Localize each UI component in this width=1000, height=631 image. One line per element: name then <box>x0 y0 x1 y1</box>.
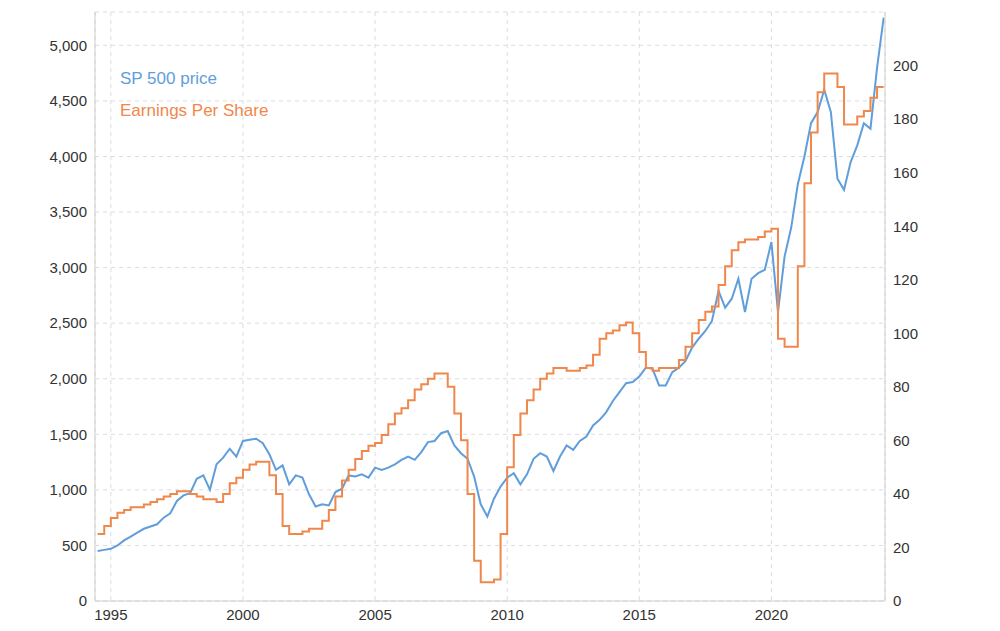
svg-text:2015: 2015 <box>623 606 656 623</box>
svg-text:40: 40 <box>893 485 910 502</box>
svg-text:3,500: 3,500 <box>49 203 87 220</box>
svg-text:3,000: 3,000 <box>49 259 87 276</box>
svg-text:80: 80 <box>893 378 910 395</box>
svg-text:60: 60 <box>893 432 910 449</box>
svg-text:2000: 2000 <box>226 606 259 623</box>
svg-text:180: 180 <box>893 110 918 127</box>
svg-text:1,000: 1,000 <box>49 481 87 498</box>
svg-text:4,500: 4,500 <box>49 92 87 109</box>
html-text:Earnings Per Share: Earnings Per Share <box>120 101 269 120</box>
svg-text:200: 200 <box>893 57 918 74</box>
svg-text:0: 0 <box>79 592 87 609</box>
svg-text:100: 100 <box>893 325 918 342</box>
svg-text:2005: 2005 <box>358 606 391 623</box>
svg-text:4,000: 4,000 <box>49 148 87 165</box>
svg-text:2,500: 2,500 <box>49 314 87 331</box>
svg-text:500: 500 <box>62 537 87 554</box>
svg-text:140: 140 <box>893 218 918 235</box>
svg-text:2,000: 2,000 <box>49 370 87 387</box>
svg-text:2020: 2020 <box>755 606 788 623</box>
svg-text:20: 20 <box>893 539 910 556</box>
svg-text:0: 0 <box>893 592 901 609</box>
svg-text:2010: 2010 <box>490 606 523 623</box>
svg-text:5,000: 5,000 <box>49 37 87 54</box>
html-text:SP 500 price: SP 500 price <box>120 69 217 88</box>
svg-text:160: 160 <box>893 164 918 181</box>
svg-text:1,500: 1,500 <box>49 426 87 443</box>
svg-text:1995: 1995 <box>94 606 127 623</box>
svg-text:120: 120 <box>893 271 918 288</box>
